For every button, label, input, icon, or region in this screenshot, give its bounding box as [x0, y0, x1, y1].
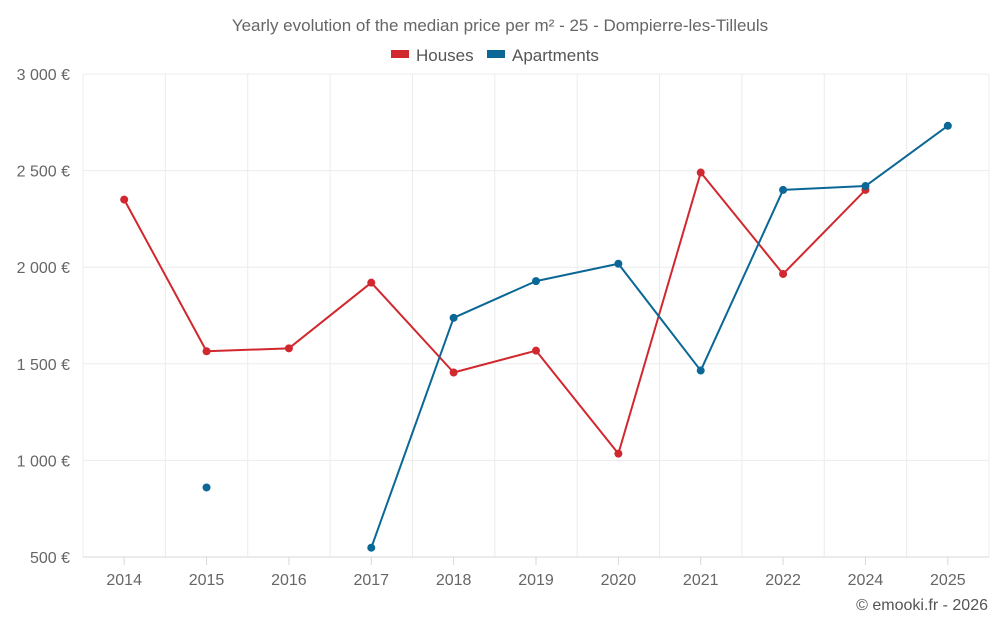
series	[120, 121, 952, 552]
y-tick-label: 1 500 €	[17, 357, 70, 374]
x-tick-label: 2024	[848, 572, 884, 589]
y-tick-label: 500 €	[30, 550, 70, 567]
data-point-apartments[interactable]	[943, 121, 952, 130]
x-tick-label: 2017	[353, 572, 389, 589]
x-tick-label: 2018	[436, 572, 472, 589]
data-point-apartments[interactable]	[367, 543, 376, 552]
credit-text: © emooki.fr - 2026	[856, 597, 988, 614]
series-line-apartments	[370, 124, 949, 549]
data-point-houses[interactable]	[449, 368, 458, 377]
x-tick-label: 2020	[601, 572, 637, 589]
axes: 500 € 1 000 € 1 500 € 2 000 € 2 500 € 3 000 €…	[17, 67, 989, 589]
data-point-houses[interactable]	[120, 195, 129, 204]
x-tick-label: 2015	[189, 572, 225, 589]
data-point-apartments[interactable]	[202, 483, 211, 492]
legend-swatch-houses	[391, 50, 409, 58]
data-point-houses[interactable]	[202, 347, 211, 356]
legend-item-houses[interactable]: Houses	[391, 46, 474, 65]
x-tick-label: 2019	[518, 572, 554, 589]
legend-label-apartments: Apartments	[512, 46, 599, 65]
x-tick-label: 2021	[683, 572, 719, 589]
data-point-apartments[interactable]	[861, 182, 870, 191]
series-apartments	[202, 121, 952, 552]
legend-swatch-apartments	[487, 50, 505, 58]
x-tick-label: 2016	[271, 572, 307, 589]
data-point-apartments[interactable]	[614, 259, 623, 268]
grid	[82, 73, 990, 558]
data-point-apartments[interactable]	[779, 185, 788, 194]
y-tick-label: 2 000 €	[17, 260, 70, 277]
x-tick-label: 2022	[765, 572, 801, 589]
data-point-apartments[interactable]	[449, 313, 458, 322]
y-tick-label: 1 000 €	[17, 453, 70, 470]
data-point-houses[interactable]	[284, 344, 293, 353]
data-point-apartments[interactable]	[696, 366, 705, 375]
y-tick-label: 3 000 €	[17, 67, 70, 84]
x-tick-label: 2025	[930, 572, 966, 589]
legend: Houses Apartments	[391, 46, 599, 65]
legend-item-apartments[interactable]: Apartments	[487, 46, 599, 65]
legend-label-houses: Houses	[416, 46, 474, 65]
x-tick-label: 2014	[106, 572, 142, 589]
data-point-houses[interactable]	[532, 346, 540, 355]
data-point-houses[interactable]	[696, 168, 705, 177]
data-point-apartments[interactable]	[532, 277, 540, 286]
data-point-houses[interactable]	[614, 449, 623, 458]
y-tick-label: 2 500 €	[17, 164, 70, 181]
data-point-houses[interactable]	[367, 278, 376, 287]
chart-title: Yearly evolution of the median price per…	[232, 16, 768, 35]
series-line-houses	[123, 171, 867, 455]
data-point-houses[interactable]	[779, 269, 788, 278]
